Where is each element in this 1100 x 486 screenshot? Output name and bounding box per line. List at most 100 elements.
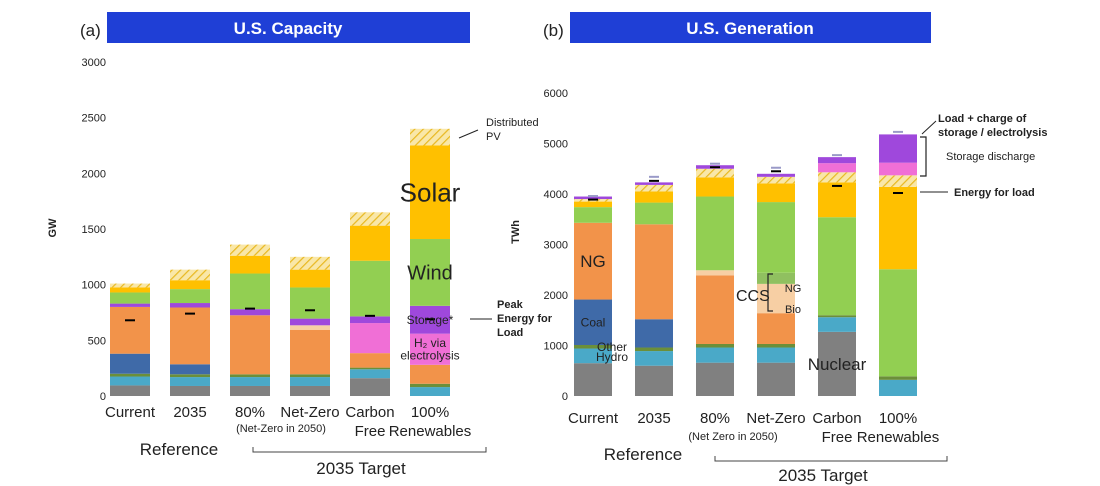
bar-segment-other — [818, 315, 856, 318]
energy-for-load-annotation: Energy for load — [954, 187, 1035, 199]
category-label: Net-Zero — [746, 410, 805, 427]
panel-generation: (b) U.S. Generation TWh 0 1000 2000 3000 400… — [510, 12, 1047, 485]
segment-label-coal: Coal — [581, 315, 606, 329]
bar-segment-hydro — [290, 377, 330, 386]
bar-segment-solar — [110, 287, 150, 293]
capacity-subnote: (Net-Zero in 2050) — [236, 423, 326, 435]
category-label: 100% Renewables — [857, 410, 940, 446]
y-tick-label: 1000 — [544, 341, 568, 353]
category-label: Carbon Free — [812, 410, 861, 446]
bar-segment-wind — [818, 217, 856, 316]
category-label: Net-Zero — [280, 404, 339, 421]
bar-segment-other — [110, 373, 150, 377]
bar-segment-wind — [879, 269, 917, 377]
bar-segment-storage — [635, 182, 673, 185]
bar-segment-storage — [290, 318, 330, 326]
generation-subnote: (Net Zero in 2050) — [688, 431, 777, 443]
bar-segment-storage — [757, 173, 795, 177]
bar-segment-hydro — [350, 369, 390, 379]
bar-segment-solar — [757, 183, 795, 203]
bar-segment-storage — [230, 309, 270, 316]
y-tick-label: 2000 — [544, 290, 568, 302]
bar-segment-nuclear — [350, 378, 390, 396]
y-tick-label: 1000 — [82, 280, 106, 292]
bar-segment-nuclear — [230, 385, 270, 396]
bar-segment-ng — [635, 224, 673, 320]
bar-segment-nuclear — [757, 362, 795, 396]
category-label: Carbon Free — [345, 404, 394, 440]
bar-segment-wind — [350, 260, 390, 317]
generation-group-reference: Reference — [604, 445, 682, 464]
other-label: Other — [597, 340, 627, 354]
generation-target-bracket — [714, 456, 948, 462]
bar-segment-solar — [574, 201, 612, 208]
category-label: 80% — [700, 410, 730, 427]
bar-segment-other — [757, 343, 795, 348]
bar-segment-solar — [635, 191, 673, 203]
generation-title-bar — [570, 12, 931, 43]
y-tick-label: 2500 — [82, 113, 106, 125]
bar-segment-solar — [879, 186, 917, 270]
generation-y-ticks: 0 1000 2000 3000 4000 5000 6000 — [544, 88, 568, 403]
bar-segment-other — [635, 347, 673, 352]
bar-segment-solar — [410, 145, 450, 240]
bar-segment-h2 — [818, 163, 856, 173]
bar-segment-storage — [574, 196, 612, 200]
bar-segment-storage — [818, 157, 856, 164]
bar-segment-other — [696, 343, 734, 348]
bar-segment-h2 — [410, 333, 450, 365]
bar-segment-distributed-pv — [879, 175, 917, 187]
bar-segment-nuclear — [110, 385, 150, 396]
bar-segment-hydro — [230, 377, 270, 386]
bar-segment-solar — [696, 177, 734, 197]
bar-segment-nuclear — [290, 385, 330, 396]
capacity-bars — [110, 128, 450, 396]
panel-capacity: (a) U.S. Capacity GW 0 500 1000 1500 2000 250… — [47, 12, 553, 478]
hydro-label: Hydro — [596, 350, 628, 364]
category-label: 2035 — [173, 404, 206, 421]
bar-segment-nuclear — [635, 365, 673, 396]
bar-segment-solar — [818, 182, 856, 218]
bar-segment-wind — [696, 196, 734, 271]
bar-segment-coal — [110, 353, 150, 374]
segment-label-h2: H₂ via electrolysis — [400, 336, 459, 363]
bar-segment-ng — [290, 329, 330, 375]
category-label: 2035 — [637, 410, 670, 427]
bar-segment-distributed-pv — [350, 212, 390, 226]
bar-segment-wind — [635, 202, 673, 225]
bar-segment-solar — [230, 255, 270, 274]
capacity-segment-labels: Solar Wind Storage* H₂ via electrolysis — [400, 177, 461, 362]
bar-segment-storage — [350, 316, 390, 324]
bar-segment-solar — [170, 280, 210, 290]
y-tick-label: 4000 — [544, 189, 568, 201]
ccs-ng-label: NG — [785, 283, 802, 295]
bar-segment-hydro — [879, 379, 917, 396]
bar-segment-distributed-pv — [290, 256, 330, 270]
category-label: 100% Renewables — [389, 404, 472, 440]
bar-segment-wind — [230, 273, 270, 310]
y-tick-label: 3000 — [544, 240, 568, 252]
generation-y-axis-label: TWh — [510, 220, 522, 244]
bar-segment-h2 — [879, 162, 917, 176]
bar-segment-wind — [574, 207, 612, 223]
storage-discharge-bracket — [920, 136, 927, 177]
bar-segment-distributed-pv — [818, 172, 856, 183]
bar-segment-hydro — [635, 351, 673, 366]
bar-segment-other — [350, 367, 390, 370]
bar-segment-ng — [574, 222, 612, 300]
bar-segment-distributed-pv — [110, 283, 150, 288]
bar-segment-h2 — [350, 323, 390, 354]
y-tick-label: 3000 — [82, 57, 106, 69]
bar-segment-nuclear — [170, 385, 210, 396]
bar-segment-distributed-pv — [635, 184, 673, 192]
bar-segment-wind — [110, 292, 150, 304]
bar-segment-wind — [757, 202, 795, 273]
bar-segment-other — [170, 374, 210, 378]
bar-segment-ng — [170, 307, 210, 365]
bar-segment-solar — [350, 225, 390, 261]
bar-segment-bio-ccs — [757, 272, 795, 284]
bar-segment-nuclear — [696, 362, 734, 396]
bar-segment-hydro — [757, 347, 795, 363]
